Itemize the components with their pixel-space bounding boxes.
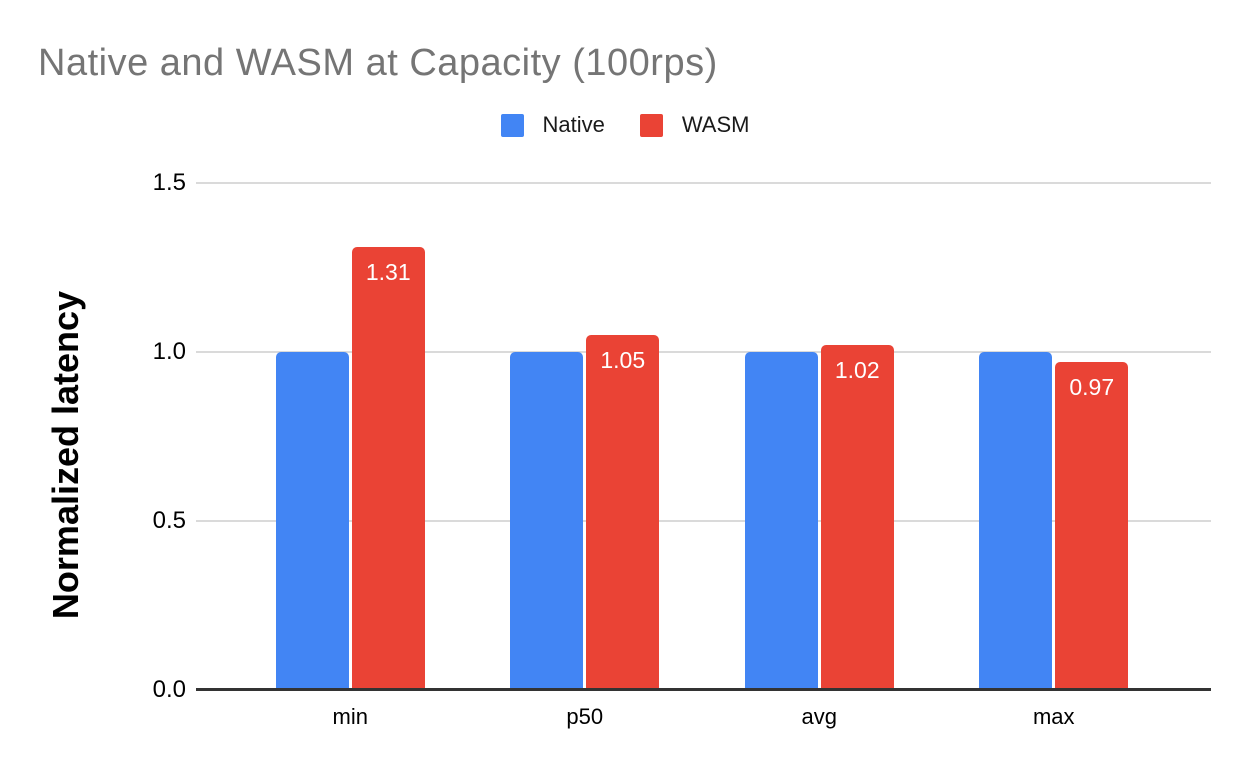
legend-swatch-native <box>500 113 524 137</box>
y-tick-label-0.5: 0.5 <box>152 507 186 534</box>
chart-title: Native and WASM at Capacity (100rps) <box>38 42 718 84</box>
bar-group-min: 1.31 min <box>233 183 468 729</box>
gridline-1.0 <box>196 351 1211 353</box>
legend-label-wasm: WASM <box>681 112 750 137</box>
bar-native-max <box>979 352 1053 690</box>
x-category-label-max: max <box>1032 704 1075 729</box>
bar-group-p50: 1.05 p50 <box>468 183 703 729</box>
y-tick-label-0.0: 0.0 <box>152 676 186 703</box>
plot-area: 1.31 min 1.05 p50 1.02 avg 0.97 max <box>196 182 1211 729</box>
gridline-0.5 <box>196 520 1211 522</box>
bar-wasm-p50: 1.05 <box>586 335 660 690</box>
y-tick-label-1.5: 1.5 <box>152 169 186 196</box>
legend-item-wasm: WASM <box>639 112 750 138</box>
bar-value-label-wasm-p50: 1.05 <box>600 347 646 374</box>
x-category-label-min: min <box>332 704 368 729</box>
gridline-1.5 <box>196 182 1211 184</box>
bar-native-min <box>275 352 349 690</box>
x-category-label-p50: p50 <box>566 704 604 729</box>
bar-groups: 1.31 min 1.05 p50 1.02 avg 0.97 max <box>196 183 1211 729</box>
bar-wasm-avg: 1.02 <box>820 345 894 690</box>
x-axis-line <box>196 688 1211 691</box>
y-axis-tick-labels: 0.0 0.5 1.0 1.5 <box>0 171 186 702</box>
y-tick-label-1.0: 1.0 <box>152 338 186 365</box>
bar-value-label-wasm-max: 0.97 <box>1069 374 1115 401</box>
bar-value-label-wasm-avg: 1.02 <box>834 357 880 384</box>
x-category-label-avg: avg <box>801 704 837 729</box>
bar-wasm-max: 0.97 <box>1055 362 1129 690</box>
bar-native-p50 <box>510 352 584 690</box>
bar-group-max: 0.97 max <box>937 183 1172 729</box>
bar-wasm-min: 1.31 <box>351 247 425 690</box>
legend-label-native: Native <box>542 112 605 137</box>
bar-value-label-wasm-min: 1.31 <box>365 259 411 286</box>
legend-swatch-wasm <box>639 113 663 137</box>
bar-native-avg <box>744 352 818 690</box>
chart-legend: Native WASM <box>0 112 1250 138</box>
bar-group-avg: 1.02 avg <box>702 183 937 729</box>
legend-item-native: Native <box>500 112 605 138</box>
